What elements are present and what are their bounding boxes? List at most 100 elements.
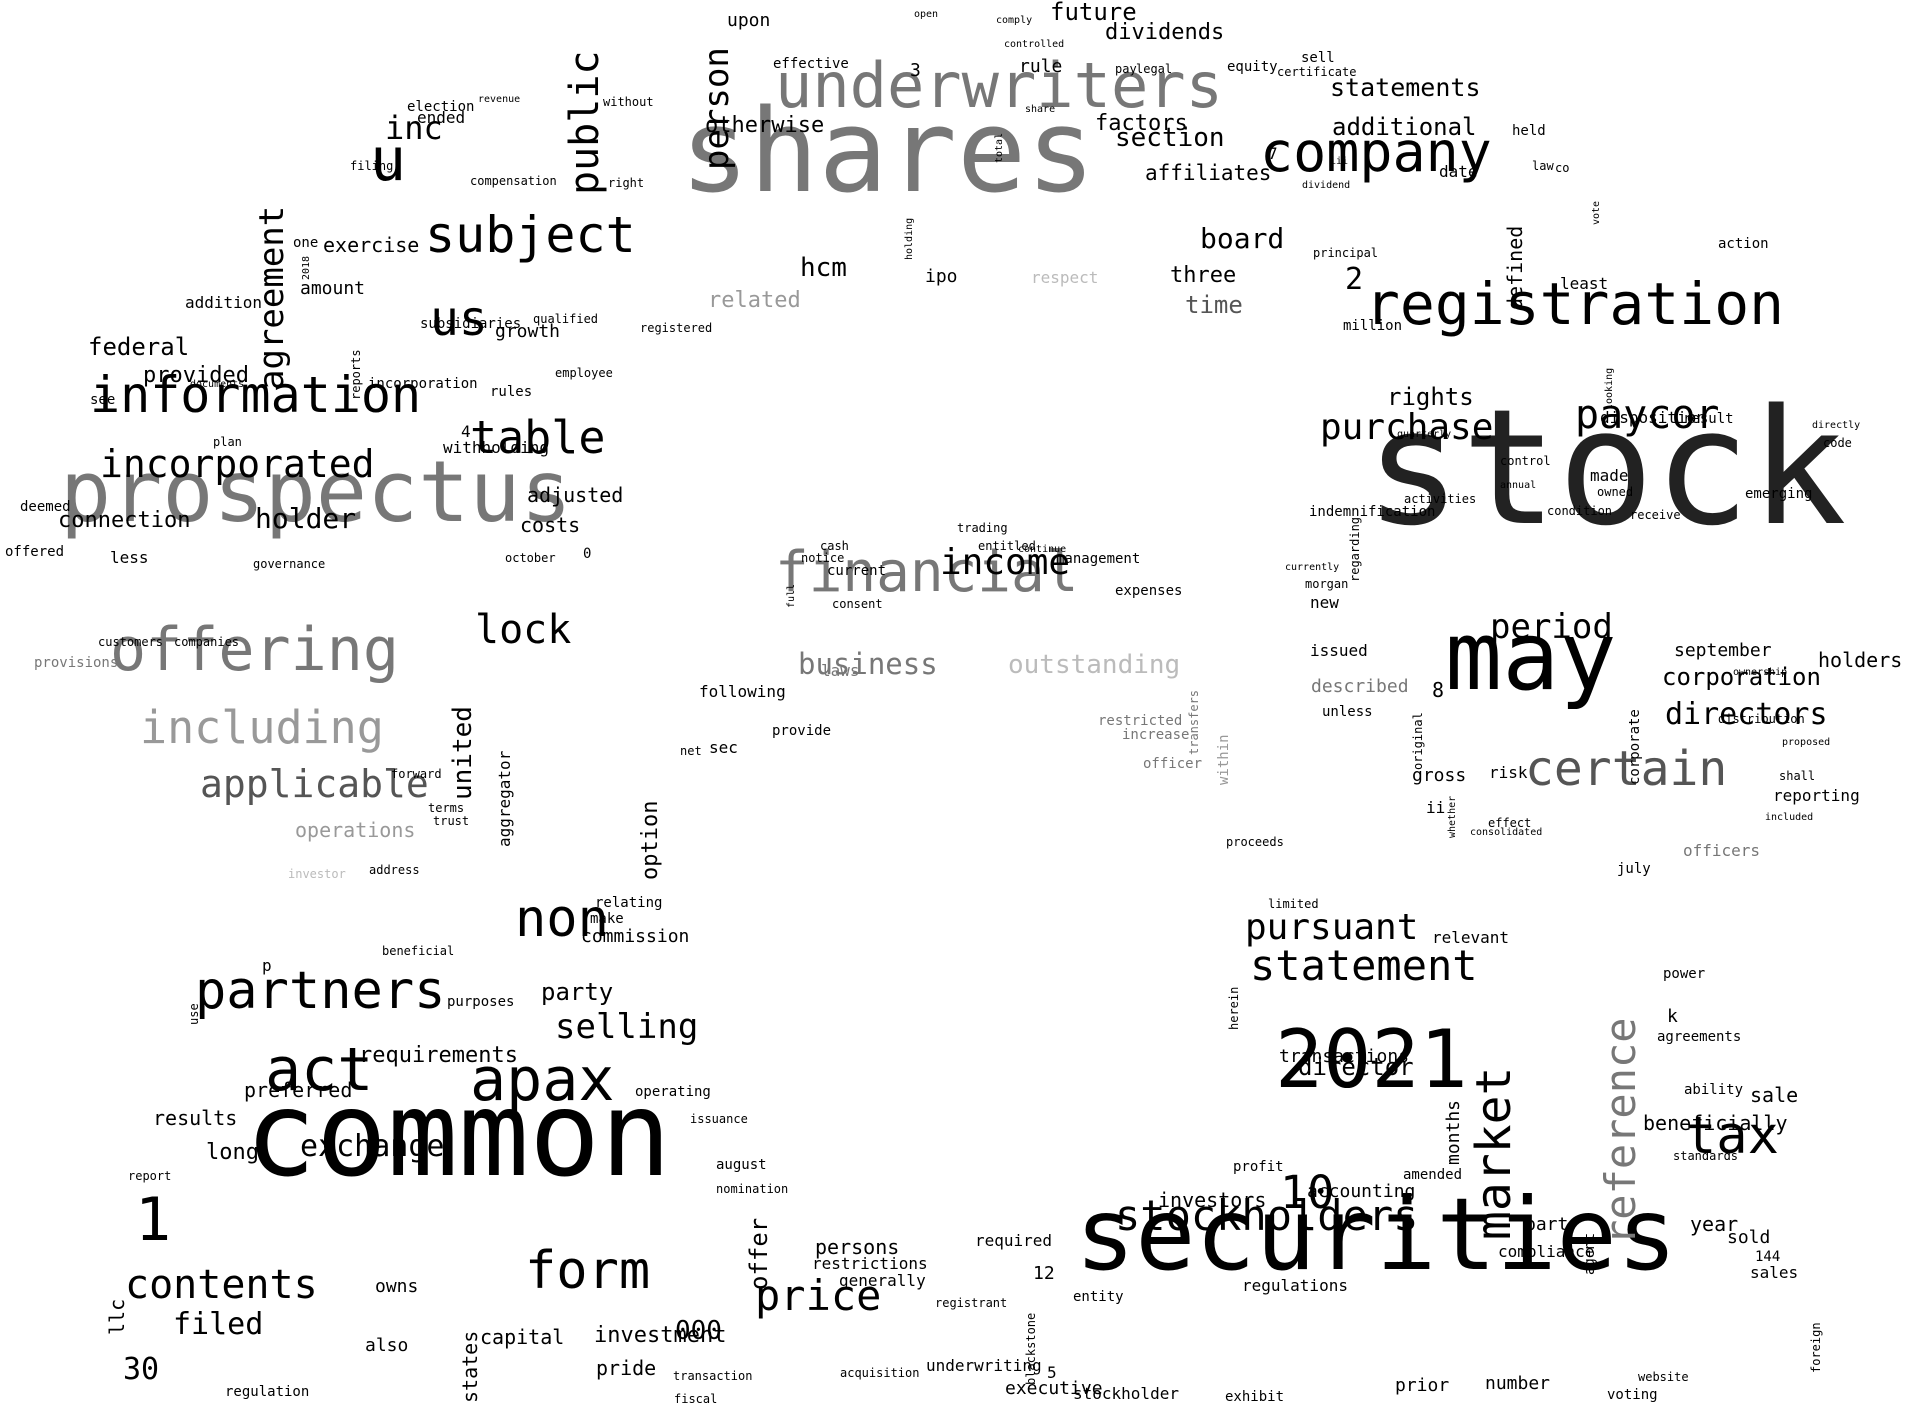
word-september: september	[1674, 640, 1772, 661]
word-business: business	[798, 647, 938, 681]
word-0: 0	[583, 546, 592, 562]
word-proposed: proposed	[1782, 737, 1831, 748]
word-trust: trust	[433, 814, 470, 828]
word-disposition: disposition	[1600, 408, 1706, 427]
word-registered: registered	[640, 321, 713, 335]
word-option: option	[638, 800, 663, 880]
word-hcm: hcm	[800, 253, 847, 283]
word-website: website	[1638, 1370, 1689, 1384]
word-sale: sale	[1750, 1083, 1799, 1107]
word-laws: laws	[821, 661, 860, 680]
word-defined: defined	[1503, 225, 1527, 310]
word-provisions: provisions	[34, 655, 119, 671]
word-made: made	[1590, 466, 1629, 485]
word-effect: effect	[1488, 816, 1532, 830]
word-reporting: reporting	[1773, 786, 1860, 805]
word-exchange: exchange	[300, 1129, 445, 1164]
word-relevant: relevant	[1432, 928, 1510, 947]
word-stockholders: stockholders	[1115, 1191, 1419, 1240]
word-distribution: distribution	[1718, 712, 1805, 726]
word-financial: financial	[775, 540, 1079, 605]
word-months: months	[1443, 1099, 1464, 1165]
word-unless: unless	[1322, 704, 1373, 720]
word-information: information	[90, 366, 422, 424]
word-one: one	[293, 235, 319, 251]
word-full: full	[786, 583, 797, 608]
word-incorporation: incorporation	[368, 376, 478, 392]
word-purchase: purchase	[1320, 407, 1494, 448]
word-pay: pay	[1115, 62, 1137, 76]
word-filing: filing	[350, 159, 394, 173]
word-rules: rules	[490, 384, 533, 400]
word-deemed: deemed	[20, 499, 71, 515]
word-transfers: transfers	[1187, 689, 1201, 755]
word-paycor: paycor	[1575, 392, 1720, 438]
word-adjusted: adjusted	[527, 483, 624, 507]
word-report: report	[128, 1169, 172, 1183]
word-form: form	[525, 1241, 651, 1301]
word-shares: shares	[680, 85, 1096, 219]
word-us: us	[430, 291, 488, 347]
word-30: 30	[123, 1352, 160, 1387]
word-offered: offered	[5, 544, 65, 560]
word-persons: persons	[815, 1235, 900, 1259]
word-year: year	[1690, 1212, 1739, 1236]
word-1: 1	[135, 1185, 172, 1255]
word-outstanding: outstanding	[1008, 650, 1181, 680]
word-agreements: agreements	[1657, 1029, 1742, 1045]
word-holder: holder	[255, 502, 357, 535]
word-offering: offering	[110, 615, 399, 685]
word-u: u	[370, 125, 407, 195]
word-filed: filed	[173, 1307, 264, 1342]
word-sold: sold	[1727, 1227, 1771, 1248]
word-may: may	[1445, 602, 1617, 712]
word-market: market	[1466, 1066, 1522, 1240]
word-factors: factors	[1095, 111, 1188, 136]
word-co: co	[1555, 161, 1570, 175]
word-fiscal: fiscal	[674, 1392, 718, 1406]
word-owned: owned	[1597, 485, 1634, 499]
word-000: 000	[675, 1316, 722, 1346]
word-directors: directors	[1665, 697, 1828, 732]
word-voting: voting	[1607, 1387, 1658, 1403]
word-included: included	[1765, 812, 1814, 823]
word-number: number	[1485, 1373, 1551, 1394]
word-new: new	[1310, 593, 1339, 612]
word-growth: growth	[495, 321, 561, 342]
word-employee: employee	[555, 366, 613, 380]
word-entity: entity	[1073, 1289, 1124, 1305]
word-board: board	[1200, 222, 1285, 255]
word-compensation: compensation	[470, 174, 557, 188]
word-12: 12	[1033, 1263, 1055, 1284]
word-controlled: controlled	[1004, 39, 1065, 50]
word-federal: federal	[88, 333, 190, 361]
word-executive: executive	[1005, 1378, 1103, 1399]
word-terms: terms	[428, 801, 465, 815]
word-results: results	[153, 1106, 238, 1130]
word-three: three	[1170, 263, 1237, 288]
word-inc: inc	[385, 109, 443, 147]
word-held: held	[1512, 123, 1546, 139]
word-underwriting: underwriting	[926, 1356, 1042, 1375]
word-part: part	[1525, 1214, 1569, 1235]
word-withholding: withholding	[443, 438, 549, 457]
word-rights: rights	[1387, 383, 1474, 411]
word-generally: generally	[839, 1271, 926, 1290]
word-share: share	[1025, 104, 1056, 115]
word-address: address	[369, 863, 420, 877]
word-original: original	[1411, 712, 1425, 770]
word-ability: ability	[1684, 1082, 1744, 1098]
word-profit: profit	[1233, 1159, 1284, 1175]
word-selling: selling	[555, 1007, 699, 1047]
word-companies: companies	[174, 635, 240, 649]
word-price: price	[755, 1271, 882, 1320]
word-currently: currently	[1285, 562, 1340, 573]
word-expenses: expenses	[1115, 583, 1183, 599]
word-exercise: exercise	[323, 233, 420, 257]
word-increase: increase	[1122, 727, 1190, 743]
word-investment: investment	[594, 1323, 727, 1348]
word-standards: standards	[1673, 1149, 1739, 1163]
word-agent: agent	[1582, 1232, 1598, 1275]
word-result: result	[1683, 411, 1734, 427]
word-vote: vote	[1591, 200, 1602, 225]
